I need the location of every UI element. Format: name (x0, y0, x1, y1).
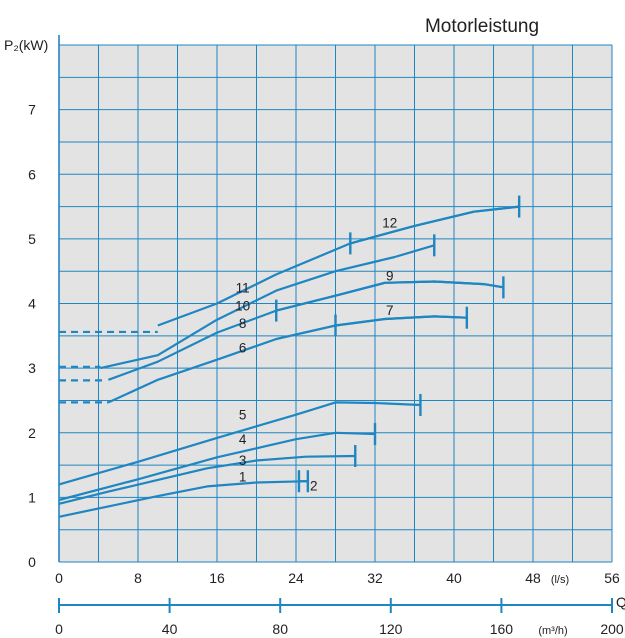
curve-3 (58, 454, 356, 505)
q-tick-label: 160 (490, 621, 514, 637)
y-axis-label: P₂(kW) (4, 37, 48, 53)
curve-label-4: 4 (239, 432, 247, 447)
y-tick-label: 5 (28, 231, 36, 247)
curve-12 (350, 205, 520, 245)
y-tick-label: 7 (28, 102, 36, 118)
y-tick-label: 3 (28, 360, 36, 376)
y-tick-label: 2 (28, 425, 36, 441)
q-tick-label: 80 (272, 621, 288, 637)
x-tick-label: 8 (134, 570, 142, 586)
curve-label-2: 2 (310, 479, 318, 494)
curve-label-11: 11 (236, 280, 250, 295)
x-tick-label: 16 (209, 570, 225, 586)
curve-4 (58, 431, 376, 502)
q-tick-label: 120 (379, 621, 403, 637)
y-tick-label: 4 (28, 296, 36, 312)
curve-label-9: 9 (386, 269, 394, 284)
chart-title: Motorleistung (425, 16, 539, 37)
x-tick-label: 32 (367, 570, 383, 586)
q-tick-label: 200 (600, 621, 624, 637)
curve-label-7: 7 (386, 303, 394, 318)
x-unit-label: (l/s) (551, 574, 569, 586)
curve-label-1: 1 (239, 470, 247, 485)
curve-1 (58, 480, 308, 518)
y-tick-label: 6 (28, 166, 36, 182)
curve-7 (335, 315, 467, 327)
x-tick-label: 40 (446, 570, 462, 586)
x-tick-label: 48 (525, 570, 541, 586)
curve-label-8: 8 (239, 316, 247, 331)
x-tick-label: 0 (55, 570, 63, 586)
q-unit-label: (m³/h) (538, 625, 567, 637)
y-tick-label: 1 (28, 489, 36, 505)
q-tick-label: 0 (55, 621, 63, 637)
curve-label-12: 12 (382, 216, 397, 231)
q-axis-label: Q (616, 594, 625, 610)
y-tick-label: 0 (28, 554, 36, 570)
x-tick-label: 56 (604, 570, 620, 586)
curve-label-6: 6 (239, 340, 247, 355)
curve-label-3: 3 (239, 453, 247, 468)
x-tick-label: 24 (288, 570, 304, 586)
curve-10 (100, 244, 435, 370)
curve-9 (276, 280, 504, 312)
q-tick-label: 40 (162, 621, 178, 637)
curve-label-5: 5 (239, 408, 247, 423)
curve-5 (58, 401, 421, 486)
curve-label-10: 10 (235, 298, 250, 313)
